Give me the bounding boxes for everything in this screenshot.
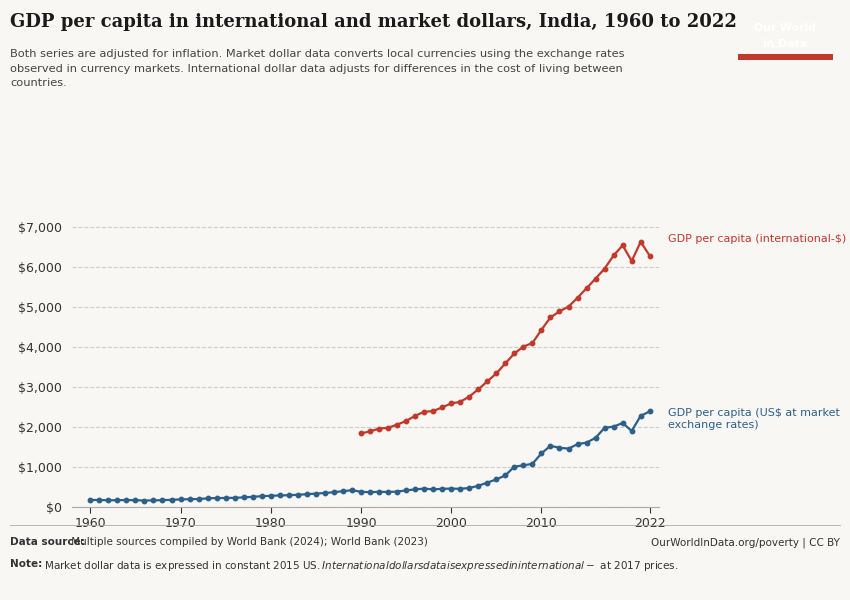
- Text: Our World: Our World: [755, 23, 816, 33]
- Text: OurWorldInData.org/poverty | CC BY: OurWorldInData.org/poverty | CC BY: [651, 537, 840, 547]
- Text: GDP per capita in international and market dollars, India, 1960 to 2022: GDP per capita in international and mark…: [10, 13, 737, 31]
- Bar: [738, 54, 833, 60]
- Text: Multiple sources compiled by World Bank (2024); World Bank (2023): Multiple sources compiled by World Bank …: [68, 537, 428, 547]
- Text: GDP per capita (international-$): GDP per capita (international-$): [668, 234, 846, 244]
- Text: Market dollar data is expressed in constant 2015 US$. International dollars data: Market dollar data is expressed in const…: [41, 559, 678, 573]
- Text: GDP per capita (US$ at market
exchange rates): GDP per capita (US$ at market exchange r…: [668, 408, 840, 430]
- Text: Data source:: Data source:: [10, 537, 85, 547]
- Text: Note:: Note:: [10, 559, 43, 569]
- Text: Both series are adjusted for inflation. Market dollar data converts local curren: Both series are adjusted for inflation. …: [10, 49, 625, 88]
- Text: in Data: in Data: [763, 38, 808, 49]
